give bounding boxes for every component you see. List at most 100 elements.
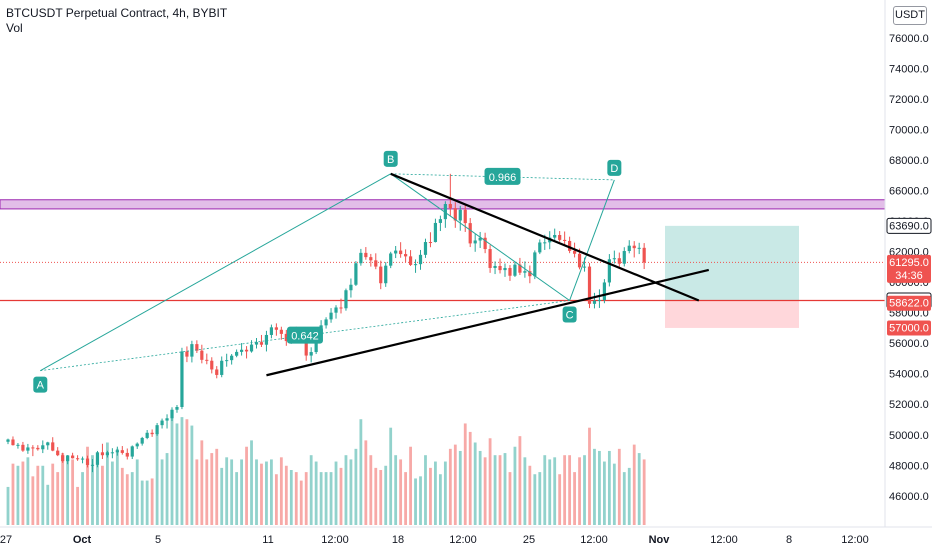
candle [389,251,393,269]
volume-bar [443,461,447,525]
candle [344,288,348,311]
volume-bar [453,444,457,525]
candle [607,254,611,287]
candle [105,450,109,458]
candle [359,248,363,266]
volume-bar [180,417,184,525]
volume-bar [568,455,572,525]
volume-bar [329,472,333,525]
volume-bar [438,474,442,525]
volume-bar [379,470,383,525]
volume-bar [598,450,601,525]
volume-bar [36,465,40,525]
candle [592,292,597,309]
volume-bar [250,440,253,525]
volume-bar [324,472,328,525]
volume-bar [434,461,437,525]
volume-bar [235,472,239,525]
ratio-label[interactable]: 0.966 [484,167,521,185]
candle [513,261,517,277]
candle [587,263,592,309]
price-tick-label: 70000.0 [889,125,929,137]
volume-bar [160,459,164,525]
ratio-label[interactable]: 0.642 [286,326,323,344]
candle [21,441,25,452]
candle [438,215,442,232]
volume-bar [349,459,353,525]
candle [463,204,467,232]
harmonic-pattern: 0.642 0.966 A B C D [33,150,710,393]
candle [538,239,542,255]
candle [120,446,124,455]
candle [493,261,497,275]
candle [612,250,616,264]
trendline-2[interactable] [266,268,710,377]
volume-bar [558,474,562,525]
trendline-1[interactable] [390,172,700,302]
pattern-leg-bc[interactable] [390,173,570,301]
candle [478,231,482,248]
candle [6,438,10,445]
candle [140,436,144,446]
candle [26,443,30,454]
candle [483,232,487,254]
candle [602,279,606,304]
price-tick-label: 56000.0 [889,338,929,350]
volume-bar [56,472,60,525]
volume-bar [424,455,427,525]
profit-zone[interactable] [665,225,799,301]
time-tick-label: 27 [0,534,12,546]
pattern-point-a[interactable]: A [33,376,48,393]
pattern-leg-cd[interactable] [569,179,615,301]
volume-bar [429,467,432,525]
volume-bar [210,453,214,525]
volume-bar [66,455,70,525]
candle [428,232,433,248]
price-tick-label: 68000.0 [889,155,929,167]
candle [269,324,274,339]
volume-bar [16,465,20,525]
volume-bar [86,446,89,525]
pattern-point-b[interactable]: B [383,150,398,167]
volume-bar [41,465,45,525]
candle [165,414,169,429]
pattern-point-c[interactable]: C [562,306,577,323]
price-tick-label: 74000.0 [889,64,929,76]
volume-bar [344,455,348,525]
volume-bar [404,472,407,525]
candle [66,455,70,465]
candle [31,445,35,457]
volume-bar [503,453,507,525]
pattern-ratio-bd[interactable] [390,173,615,181]
volume-bar [493,455,497,525]
volume-bar [170,415,174,525]
candle [210,357,214,374]
svg-text:57000.0: 57000.0 [889,322,929,334]
pattern-point-d[interactable]: D [607,159,622,176]
resistance-band[interactable] [0,199,886,210]
volume-bar [384,465,388,525]
volume-bar [215,448,219,525]
candle [100,443,105,460]
time-tick-label: 12:00 [580,534,608,546]
symbol-title[interactable]: BTCUSDT Perpetual Contract, 4h, BYBIT [6,6,228,20]
volume-indicator-label[interactable]: Vol [6,21,23,35]
candle [155,423,159,436]
currency-button[interactable]: USDT [893,6,927,25]
pattern-leg-ab[interactable] [40,173,391,372]
volume-bar [279,457,283,525]
time-axis[interactable]: 27 Oct 5 11 12:00 18 12:00 25 12:00 Nov 12:00 8 12:0… [0,526,932,550]
volume-bar [309,455,313,525]
volume-bar [175,423,179,525]
pattern-ratio-ac[interactable] [40,300,570,372]
candle [51,437,55,452]
volume-bar [284,465,288,525]
volume-bar [61,453,65,525]
candle [413,259,418,273]
volume-bar [46,484,50,525]
volume-bar [289,470,293,525]
volume-bar [508,472,512,525]
volume-bar [583,455,586,525]
loss-zone[interactable] [665,300,799,328]
